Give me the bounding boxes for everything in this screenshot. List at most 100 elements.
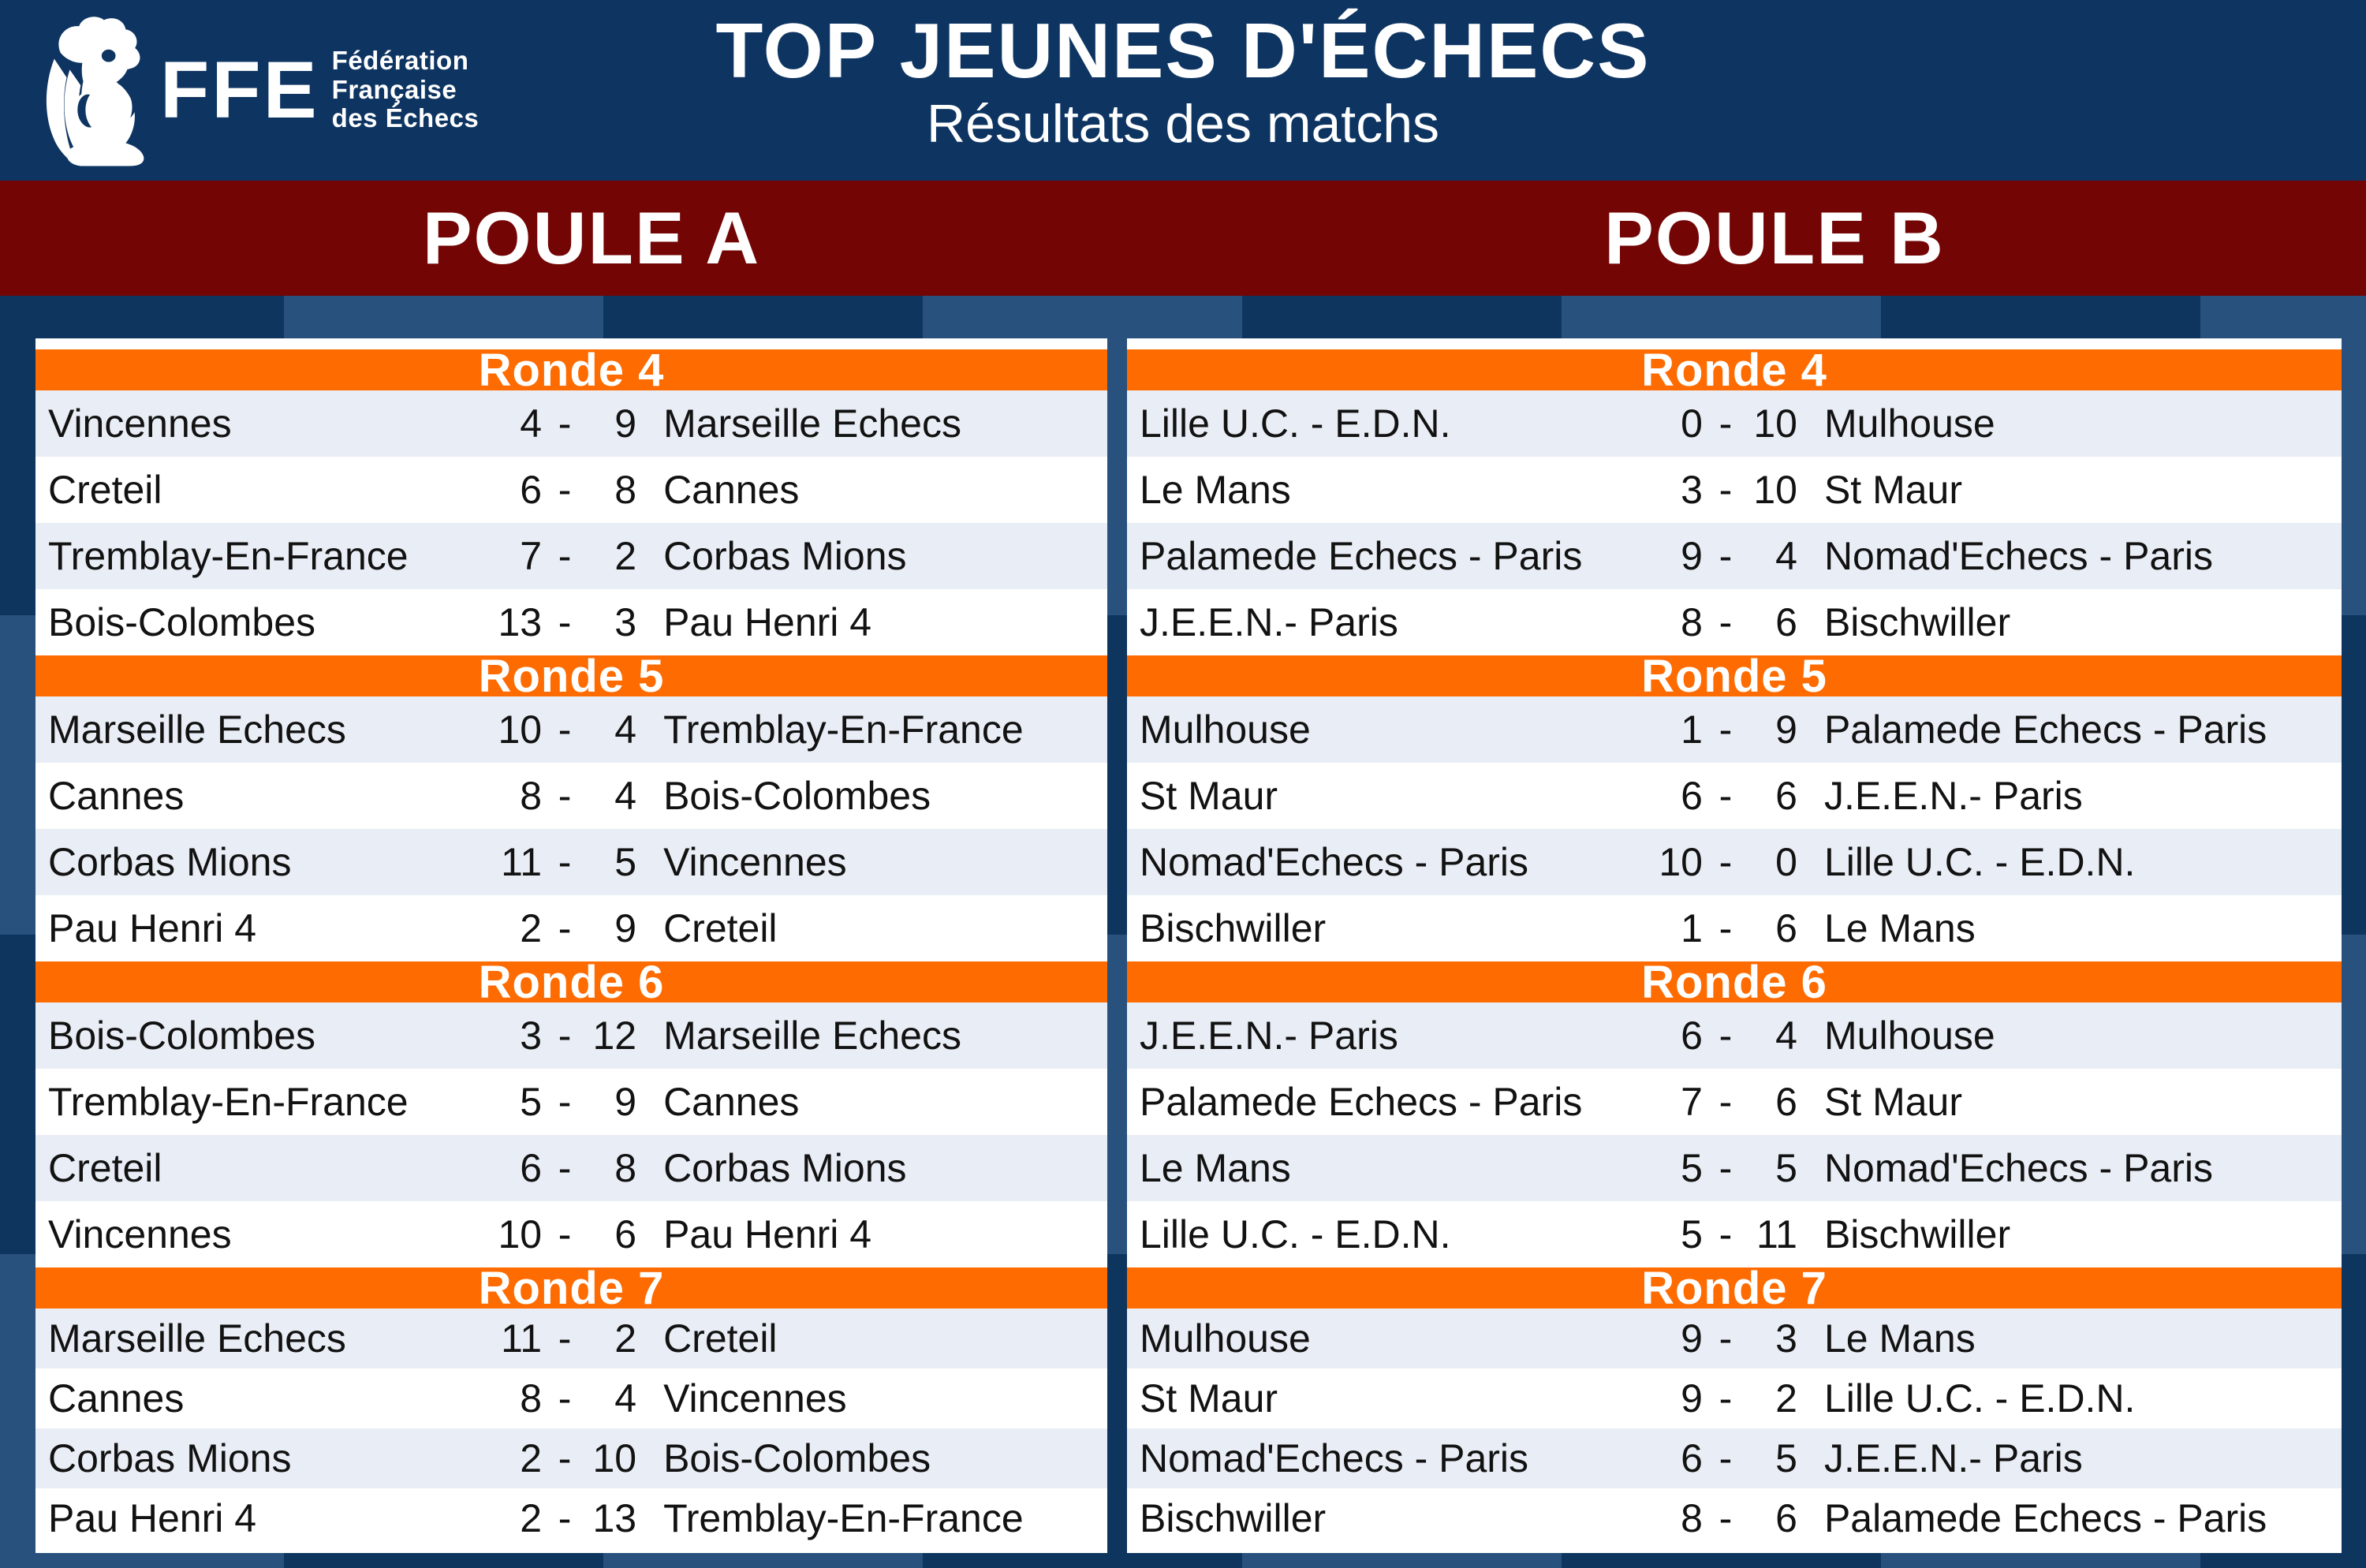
round-header: Ronde 5 (1127, 654, 2342, 700)
score-separator: - (1719, 534, 1733, 578)
score-separator: - (1719, 840, 1733, 884)
away-score: 0 (1775, 840, 1797, 884)
match-row: Tremblay-En-France 7 - 2 Corbas Mions (35, 523, 1107, 589)
home-team: Corbas Mions (48, 840, 292, 884)
header: FFE Fédération Française des Échecs TOP … (0, 0, 2366, 181)
home-team: Vincennes (48, 1212, 232, 1256)
home-team: Nomad'Echecs - Paris (1140, 1436, 1529, 1480)
match-row: Cannes 8 - 4 Vincennes (35, 1368, 1107, 1428)
away-score: 8 (614, 1146, 637, 1190)
away-score: 4 (614, 707, 637, 752)
away-score: 9 (614, 1080, 637, 1124)
match-row: J.E.E.N.- Paris 6 - 4 Mulhouse (1127, 1002, 2342, 1069)
away-score: 10 (1753, 401, 1797, 446)
home-score: 13 (498, 600, 543, 644)
away-team: Tremblay-En-France (663, 707, 1024, 752)
away-score: 4 (614, 1376, 637, 1421)
round-header: Ronde 6 (1127, 960, 2342, 1006)
home-team: Mulhouse (1140, 1316, 1311, 1361)
home-score: 5 (1681, 1146, 1703, 1190)
match-row: Palamede Echecs - Paris 7 - 6 St Maur (1127, 1069, 2342, 1135)
score-separator: - (558, 1080, 572, 1124)
match-row: Marseille Echecs 11 - 2 Creteil (35, 1309, 1107, 1368)
away-team: Pau Henri 4 (663, 1212, 872, 1256)
match-row: Corbas Mions 2 - 10 Bois-Colombes (35, 1428, 1107, 1488)
away-score: 6 (1775, 774, 1797, 818)
away-score: 10 (1753, 468, 1797, 512)
away-team: Marseille Echecs (663, 1014, 961, 1058)
match-row: Bois-Colombes 13 - 3 Pau Henri 4 (35, 589, 1107, 655)
away-team: Mulhouse (1823, 1014, 1995, 1058)
away-score: 4 (1775, 534, 1797, 578)
away-score: 3 (614, 600, 637, 644)
away-score: 11 (1756, 1212, 1797, 1256)
away-team: Mulhouse (1823, 401, 1995, 446)
match-row: Nomad'Echecs - Paris 10 - 0 Lille U.C. -… (1127, 829, 2342, 895)
score-separator: - (558, 1146, 572, 1190)
home-team: St Maur (1140, 1376, 1278, 1421)
home-score: 10 (498, 1212, 543, 1256)
round-section: Ronde 4 Vincennes 4 - 9 Marseille Echecs… (35, 348, 1107, 655)
home-score: 7 (1681, 1080, 1703, 1124)
rooster-pawn-icon (46, 17, 144, 166)
home-score: 6 (520, 1146, 543, 1190)
away-score: 8 (614, 468, 637, 512)
home-team: Marseille Echecs (48, 1316, 346, 1361)
home-score: 6 (520, 468, 543, 512)
home-score: 6 (1681, 1014, 1703, 1058)
score-separator: - (1719, 707, 1733, 752)
home-team: J.E.E.N.- Paris (1140, 600, 1398, 644)
away-team: Creteil (663, 1316, 778, 1361)
home-team: Bois-Colombes (48, 1014, 316, 1058)
away-team: Marseille Echecs (663, 401, 961, 446)
home-score: 5 (520, 1080, 543, 1124)
away-score: 6 (1775, 600, 1797, 644)
home-team: Nomad'Echecs - Paris (1140, 840, 1529, 884)
away-team: Le Mans (1823, 906, 1976, 950)
match-row: Nomad'Echecs - Paris 6 - 5 J.E.E.N.- Par… (1127, 1428, 2342, 1488)
away-team: Corbas Mions (663, 1146, 907, 1190)
round-section: Ronde 7 Marseille Echecs 11 - 2 Creteil … (35, 1266, 1107, 1548)
away-team: Vincennes (663, 1376, 847, 1421)
home-score: 6 (1681, 774, 1703, 818)
score-separator: - (1719, 1436, 1733, 1480)
home-score: 3 (520, 1014, 543, 1058)
title-block: TOP JEUNES D'ÉCHECS Résultats des matchs (0, 0, 2366, 154)
away-score: 9 (614, 401, 637, 446)
ffe-logo: FFE Fédération Française des Échecs (43, 11, 479, 169)
org-line-2: Française (331, 74, 457, 104)
round-section: Ronde 4 Lille U.C. - E.D.N. 0 - 10 Mulho… (1127, 348, 2342, 655)
match-row: Pau Henri 4 2 - 9 Creteil (35, 895, 1107, 961)
home-score: 0 (1681, 401, 1703, 446)
match-row: Vincennes 4 - 9 Marseille Echecs (35, 390, 1107, 457)
home-team: Cannes (48, 774, 185, 818)
home-team: Pau Henri 4 (48, 1496, 257, 1540)
home-score: 1 (1681, 906, 1703, 950)
away-score: 6 (614, 1212, 637, 1256)
score-separator: - (558, 707, 572, 752)
home-score: 10 (498, 707, 543, 752)
away-score: 9 (614, 906, 637, 950)
match-row: Cannes 8 - 4 Bois-Colombes (35, 763, 1107, 829)
score-separator: - (1719, 401, 1733, 446)
home-score: 11 (501, 840, 543, 884)
home-team: Le Mans (1140, 1146, 1291, 1190)
score-separator: - (558, 468, 572, 512)
home-score: 9 (1681, 1376, 1703, 1421)
round-header: Ronde 6 (35, 960, 1107, 1006)
poule-b-table: Ronde 4 Lille U.C. - E.D.N. 0 - 10 Mulho… (1127, 338, 2342, 1553)
match-row: Creteil 6 - 8 Corbas Mions (35, 1135, 1107, 1201)
ffe-wordmark: FFE (160, 45, 319, 135)
home-score: 1 (1681, 707, 1703, 752)
score-separator: - (1719, 468, 1733, 512)
round-header: Ronde 7 (1127, 1266, 2342, 1312)
away-score: 3 (1775, 1316, 1797, 1361)
poule-a-label: POULE A (422, 196, 761, 279)
home-score: 2 (520, 1496, 543, 1540)
home-score: 10 (1659, 840, 1703, 884)
score-separator: - (1719, 1212, 1733, 1256)
away-score: 4 (614, 774, 637, 818)
home-team: Pau Henri 4 (48, 906, 257, 950)
home-score: 4 (520, 401, 543, 446)
home-team: Lille U.C. - E.D.N. (1140, 401, 1451, 446)
